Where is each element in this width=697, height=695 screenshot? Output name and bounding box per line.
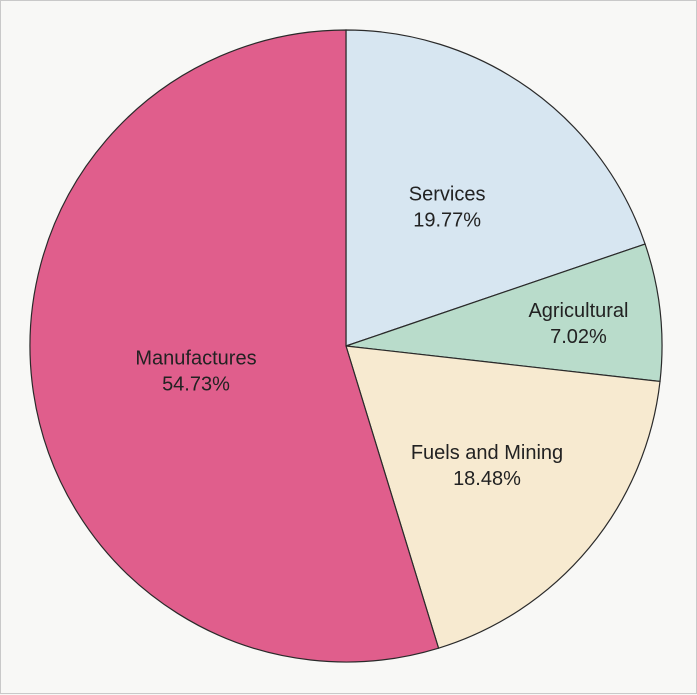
pie-slice-fuels-and-mining	[345, 345, 661, 649]
slice-value-manufactures: 54.73%	[162, 373, 230, 395]
slice-value-services: 19.77%	[413, 210, 481, 232]
pie-slice-services	[345, 29, 646, 347]
slice-value-agricultural: 7.02%	[550, 326, 607, 348]
pie-slice-manufactures	[29, 29, 440, 663]
slice-label-services: Services	[409, 184, 486, 206]
slice-label-agricultural: Agricultural	[528, 300, 628, 322]
slice-label-manufactures: Manufactures	[135, 347, 256, 369]
slice-label-fuels-and-mining: Fuels and Mining	[411, 442, 563, 464]
pie-slice-agricultural	[345, 243, 663, 383]
slice-value-fuels-and-mining: 18.48%	[453, 468, 521, 490]
